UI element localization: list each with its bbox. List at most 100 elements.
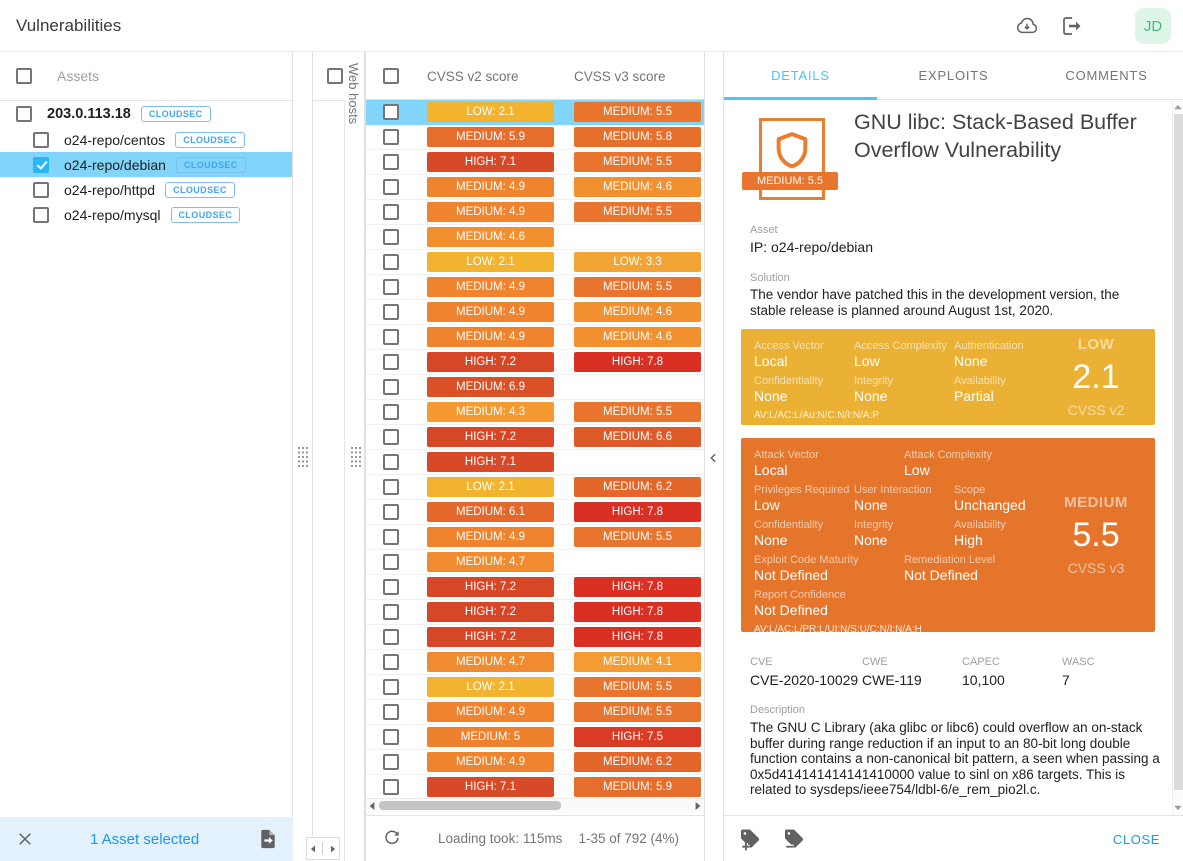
table-row[interactable]: MEDIUM: 4.9 MEDIUM: 5.5 [366,200,704,225]
row-checkbox[interactable] [383,179,399,195]
panel-resize-grip[interactable] [350,446,362,468]
table-row[interactable]: MEDIUM: 4.9 MEDIUM: 4.6 [366,325,704,350]
table-row[interactable]: HIGH: 7.1 MEDIUM: 5.9 [366,775,704,798]
sidebar-item-203-0-113-18[interactable]: 203.0.113.18 CLOUDSEC [0,101,292,127]
table-row[interactable]: MEDIUM: 6.1 HIGH: 7.8 [366,500,704,525]
asset-checkbox[interactable] [16,106,32,122]
row-checkbox[interactable] [383,779,399,795]
collapse-panel-chevron-icon[interactable] [705,447,722,469]
row-checkbox[interactable] [383,379,399,395]
close-button[interactable]: CLOSE [1112,832,1160,847]
row-checkbox[interactable] [383,729,399,745]
scroll-right-icon[interactable] [695,802,701,810]
row-checkbox[interactable] [383,329,399,345]
asset-checkbox[interactable] [33,131,49,148]
table-row[interactable]: LOW: 2.1 MEDIUM: 5.5 [366,100,704,125]
row-checkbox[interactable] [383,504,399,520]
row-checkbox[interactable] [383,554,399,570]
table-row[interactable]: HIGH: 7.2 HIGH: 7.8 [366,625,704,650]
table-row[interactable]: LOW: 2.1 MEDIUM: 5.5 [366,675,704,700]
row-checkbox[interactable] [383,754,399,770]
row-checkbox[interactable] [383,204,399,220]
table-row[interactable]: HIGH: 7.2 HIGH: 7.8 [366,350,704,375]
cloud-download-icon[interactable] [1015,14,1039,38]
scroll-up-icon[interactable] [1174,104,1182,110]
row-checkbox[interactable] [383,579,399,595]
asset-checkbox[interactable] [33,181,49,198]
cvss-v3-badge: MEDIUM: 4.6 [574,177,701,197]
export-icon[interactable] [1059,14,1083,38]
tab-exploits[interactable]: EXPLOITS [918,68,989,83]
table-row[interactable]: HIGH: 7.2 HIGH: 7.8 [366,575,704,600]
row-checkbox[interactable] [383,129,399,145]
table-row[interactable]: MEDIUM: 4.7 MEDIUM: 4.1 [366,650,704,675]
table-row[interactable]: MEDIUM: 4.6 [366,225,704,250]
scrollbar-thumb[interactable] [1174,114,1183,790]
refresh-icon[interactable] [382,828,402,848]
table-row[interactable]: MEDIUM: 4.9 MEDIUM: 4.6 [366,300,704,325]
table-row[interactable]: LOW: 2.1 LOW: 3.3 [366,250,704,275]
page-left-icon[interactable] [311,845,316,852]
vulnerability-title: GNU libc: Stack-Based Buffer Overflow Vu… [854,110,1137,162]
sidebar-item-o24-repo-httpd[interactable]: o24-repo/httpd CLOUDSEC [0,177,292,202]
select-all-rows-checkbox[interactable] [383,68,399,84]
table-row[interactable]: MEDIUM: 5.9 MEDIUM: 5.8 [366,125,704,150]
asset-checkbox[interactable] [33,206,49,223]
table-row[interactable]: MEDIUM: 4.3 MEDIUM: 5.5 [366,400,704,425]
row-checkbox[interactable] [383,304,399,320]
table-row[interactable]: MEDIUM: 5 HIGH: 7.5 [366,725,704,750]
add-tag-icon[interactable] [738,827,762,851]
scrollbar-thumb[interactable] [379,801,561,810]
row-checkbox[interactable] [383,254,399,270]
row-checkbox[interactable] [383,679,399,695]
row-checkbox[interactable] [383,354,399,370]
row-checkbox[interactable] [383,529,399,545]
asset-checkbox[interactable] [33,156,49,173]
table-row[interactable]: MEDIUM: 4.9 MEDIUM: 6.2 [366,750,704,775]
table-row[interactable]: HIGH: 7.2 HIGH: 7.8 [366,600,704,625]
web-hosts-select-all-checkbox[interactable] [327,68,343,84]
select-all-assets-checkbox[interactable] [16,68,32,84]
cvss-v2-badge: HIGH: 7.1 [427,152,554,172]
row-checkbox[interactable] [383,429,399,445]
avatar[interactable]: JD [1135,8,1171,44]
table-row[interactable]: MEDIUM: 4.7 [366,550,704,575]
scroll-down-icon[interactable] [1174,805,1182,811]
table-row[interactable]: MEDIUM: 4.9 MEDIUM: 5.5 [366,700,704,725]
row-checkbox[interactable] [383,479,399,495]
remove-tag-icon[interactable] [782,827,806,851]
cvss-v2-badge: MEDIUM: 4.6 [427,227,554,247]
row-checkbox[interactable] [383,629,399,645]
table-row[interactable]: MEDIUM: 4.9 MEDIUM: 5.5 [366,525,704,550]
row-checkbox[interactable] [383,604,399,620]
row-checkbox[interactable] [383,154,399,170]
metric: Scope Unchanged [954,484,1054,514]
row-checkbox[interactable] [383,279,399,295]
page-right-icon[interactable] [330,845,335,852]
row-checkbox[interactable] [383,454,399,470]
row-checkbox[interactable] [383,404,399,420]
table-row[interactable]: MEDIUM: 4.9 MEDIUM: 5.5 [366,275,704,300]
row-checkbox[interactable] [383,104,399,120]
sidebar-item-o24-repo-debian[interactable]: o24-repo/debian CLOUDSEC [0,152,292,177]
scroll-left-icon[interactable] [369,802,375,810]
row-checkbox[interactable] [383,704,399,720]
table-row[interactable]: HIGH: 7.1 [366,450,704,475]
sidebar-item-o24-repo-mysql[interactable]: o24-repo/mysql CLOUDSEC [0,202,292,227]
row-checkbox[interactable] [383,654,399,670]
table-row[interactable]: HIGH: 7.2 MEDIUM: 6.6 [366,425,704,450]
tab-comments[interactable]: COMMENTS [1065,68,1148,83]
metric-label: Access Complexity [854,340,947,352]
table-row[interactable]: LOW: 2.1 MEDIUM: 6.2 [366,475,704,500]
panel-resize-grip[interactable] [297,446,309,468]
sidebar-item-o24-repo-centos[interactable]: o24-repo/centos CLOUDSEC [0,127,292,152]
row-checkbox[interactable] [383,229,399,245]
export-report-icon[interactable] [257,828,279,850]
clear-selection-icon[interactable] [16,830,34,848]
table-row[interactable]: MEDIUM: 4.9 MEDIUM: 4.6 [366,175,704,200]
horizontal-scrollbar[interactable] [366,798,704,812]
tab-details[interactable]: DETAILS [771,68,830,83]
table-row[interactable]: MEDIUM: 6.9 [366,375,704,400]
details-scrollbar[interactable] [1172,100,1183,815]
table-row[interactable]: HIGH: 7.1 MEDIUM: 5.5 [366,150,704,175]
